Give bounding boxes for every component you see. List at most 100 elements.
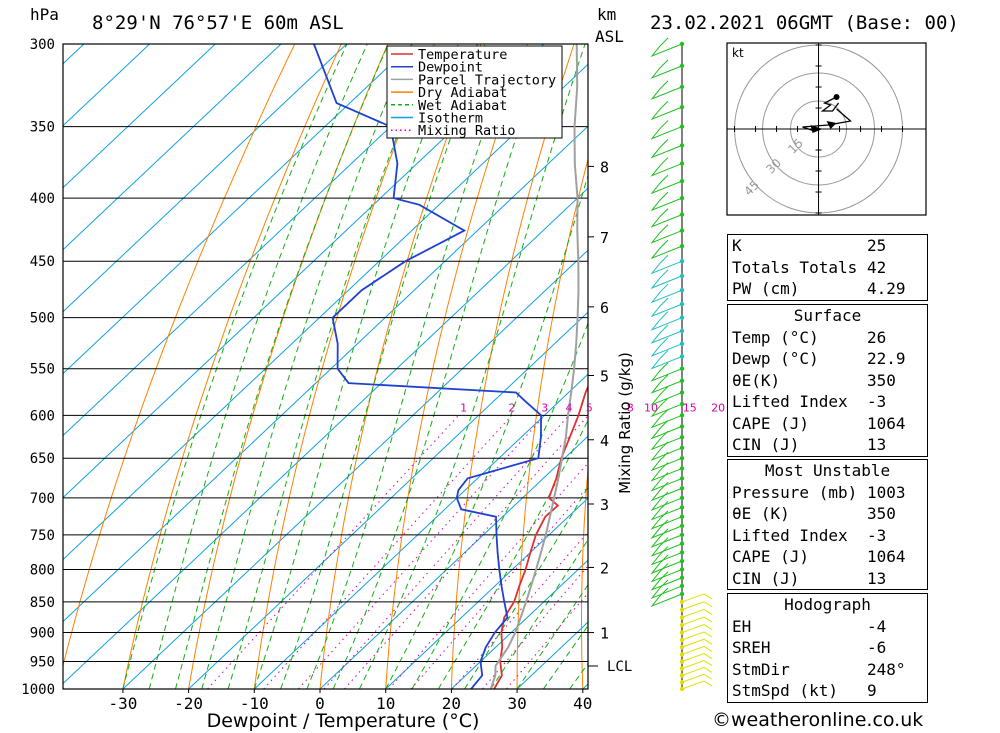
wet-adiabat-line <box>122 44 348 689</box>
dry-adiabat-line <box>63 44 296 668</box>
axes: 1234581015202530035040045050055060065070… <box>21 37 747 732</box>
wind-barb <box>650 80 683 101</box>
indices-table: K 25 Totals Totals 42 PW (cm) 4.29 <box>727 234 928 301</box>
isotherm-line <box>63 44 150 127</box>
wind-barb <box>650 579 683 600</box>
most-unstable-title: Most Unstable <box>764 461 891 480</box>
isotherm-line <box>122 249 588 689</box>
wet-adiabat-line <box>437 419 588 689</box>
wind-barb <box>650 283 683 304</box>
dry-adiabat-line <box>581 462 588 689</box>
pressure-tick-label: 1000 <box>21 682 55 698</box>
isotherm-line <box>63 44 479 437</box>
pressure-tick-label: 850 <box>30 595 55 611</box>
wind-barb <box>650 37 683 58</box>
wind-barb <box>650 100 683 121</box>
mixing-ratio-label: 3 <box>541 401 548 414</box>
dry-adiabat-line <box>982 44 1000 689</box>
surface-row: Lifted Index -3 <box>732 392 887 411</box>
lcl-label: LCL <box>607 659 632 675</box>
wind-barb <box>681 659 713 669</box>
mixing-ratio-label: 4 <box>565 401 572 414</box>
mu-row: CIN (J) 13 <box>732 568 887 588</box>
isotherm-line <box>63 44 216 189</box>
wind-barb <box>650 59 683 80</box>
wet-adiabat-line <box>201 44 411 689</box>
mu-row: Pressure (mb) 1003 <box>732 482 906 502</box>
isotherm-line <box>63 44 348 313</box>
wind-barb <box>681 673 713 683</box>
index-row-pw: PW (cm) 4.29 <box>732 279 906 298</box>
legend-label: Temperature <box>418 47 507 63</box>
wind-barb <box>650 224 683 244</box>
dry-adiabat-line <box>188 44 389 689</box>
wind-barb-column <box>650 37 713 692</box>
wind-barb <box>681 593 713 603</box>
mixing-ratio-label: 8 <box>627 401 634 414</box>
wind-barb <box>650 254 683 275</box>
wind-dot <box>679 315 685 320</box>
hodo-row: StmSpd (kt) 9 <box>732 681 877 700</box>
surface-row: Dewp (°C) 22.9 <box>732 349 906 368</box>
wind-dot <box>679 401 685 407</box>
wind-barb <box>650 441 683 461</box>
wind-barb <box>681 616 713 626</box>
isotherm-line <box>63 44 282 251</box>
legend-label: Parcel Trajectory <box>418 72 556 88</box>
wind-barb <box>650 157 683 177</box>
mixing-ratio-label: 1 <box>460 401 467 414</box>
mixing-ratio-axis-label: Mixing Ratio (g/kg) <box>616 352 634 494</box>
wind-dot <box>679 456 685 461</box>
wind-barb <box>650 554 683 575</box>
surface-title: Surface <box>793 306 862 325</box>
km-tick-label: 6 <box>600 299 609 317</box>
pressure-tick-label: 650 <box>30 451 55 467</box>
wind-barb <box>650 451 683 472</box>
temperature-tick-label: 20 <box>442 694 461 713</box>
index-row-totals: Totals Totals 42 <box>732 257 887 277</box>
copyright-text[interactable]: ©weatheronline.co.uk <box>712 709 924 731</box>
wet-adiabat-line <box>411 321 588 689</box>
isotherm-line <box>385 497 588 689</box>
wind-barb <box>650 571 683 591</box>
wind-dot <box>679 273 685 279</box>
mu-row: θE (K) 350 <box>732 504 896 523</box>
wind-dot <box>679 259 685 264</box>
isotherm-line <box>63 44 413 375</box>
wind-barb <box>650 311 683 331</box>
km-label: km <box>597 5 617 24</box>
temperature-tick-label: 0 <box>315 694 325 713</box>
pressure-tick-label: 750 <box>30 528 55 544</box>
dry-adiabat-line <box>450 44 575 689</box>
hodo-row: SREH -6 <box>732 638 887 657</box>
legend-box <box>386 45 563 139</box>
index-row-k: K 25 <box>732 236 887 255</box>
pressure-tick-label: 700 <box>30 491 55 507</box>
temperature-tick-label: 30 <box>507 694 526 713</box>
wind-dot <box>679 495 685 501</box>
mixing-ratio-label: 5 <box>586 401 593 414</box>
hodograph-title: Hodograph <box>784 595 871 614</box>
hodograph-table: Hodograph EH -4 SREH -6 StmDir 248° StmSpd … <box>727 593 928 703</box>
mixing-ratio-line <box>207 414 459 689</box>
isotherm-line <box>451 559 588 689</box>
km-tick-label: 8 <box>600 158 609 176</box>
dry-adiabat-line <box>253 44 435 689</box>
wind-barb <box>650 481 683 502</box>
surface-row: CAPE (J) 1064 <box>732 413 906 433</box>
km-tick-label: 2 <box>600 559 609 577</box>
isotherm-line <box>63 125 588 623</box>
x-axis-label: Dewpoint / Temperature (°C) <box>207 710 480 732</box>
isotherm-line <box>63 187 588 685</box>
hodograph-unit-label: kt <box>732 46 744 60</box>
wind-barb <box>650 587 683 608</box>
temperature-tick-label: 10 <box>376 694 395 713</box>
mu-row: CAPE (J) 1064 <box>732 547 906 566</box>
asl-label: ASL <box>595 27 624 46</box>
legend-label: Mixing Ratio <box>418 123 516 139</box>
mixing-ratio-label: 10 <box>644 401 658 414</box>
km-tick-label: 5 <box>600 367 609 385</box>
